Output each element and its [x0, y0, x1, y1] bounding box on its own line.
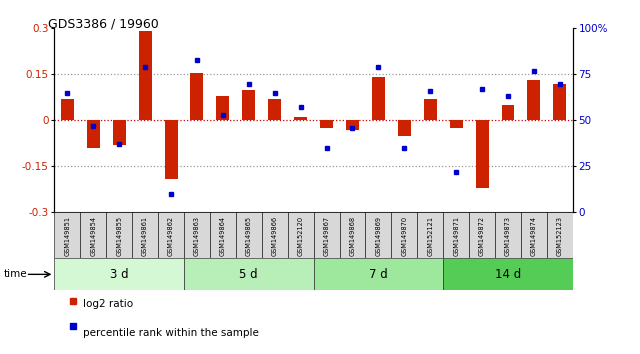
Bar — [398, 120, 411, 136]
Text: 3 d: 3 d — [110, 268, 129, 281]
Bar — [392, 212, 417, 258]
Bar — [346, 120, 359, 130]
Bar — [164, 120, 177, 179]
Bar — [424, 99, 436, 120]
Bar — [476, 120, 488, 188]
Bar — [444, 212, 469, 258]
Text: GSM149867: GSM149867 — [324, 216, 330, 256]
Bar — [547, 212, 573, 258]
Bar — [502, 105, 515, 120]
Text: log2 ratio: log2 ratio — [83, 299, 133, 309]
Text: GSM149874: GSM149874 — [531, 216, 537, 256]
Bar — [243, 90, 255, 120]
Bar — [61, 99, 74, 120]
Bar — [262, 212, 288, 258]
Bar — [132, 212, 158, 258]
Bar — [106, 212, 132, 258]
Text: GSM149868: GSM149868 — [349, 216, 355, 256]
Bar — [184, 212, 210, 258]
Bar — [158, 212, 184, 258]
Text: GSM152123: GSM152123 — [557, 216, 563, 256]
Bar — [372, 78, 385, 120]
Text: GSM149864: GSM149864 — [220, 216, 226, 256]
Bar — [216, 96, 229, 120]
Text: GSM149861: GSM149861 — [142, 216, 148, 256]
Text: GSM149855: GSM149855 — [116, 216, 122, 256]
Bar — [184, 258, 314, 290]
Bar — [320, 120, 333, 128]
Bar — [417, 212, 444, 258]
Text: 5 d: 5 d — [239, 268, 258, 281]
Bar — [268, 99, 281, 120]
Text: GSM149871: GSM149871 — [453, 216, 459, 256]
Text: percentile rank within the sample: percentile rank within the sample — [83, 328, 259, 338]
Bar — [340, 212, 365, 258]
Bar — [54, 258, 184, 290]
Text: GSM149873: GSM149873 — [505, 216, 511, 256]
Bar — [87, 120, 100, 148]
Text: GSM149866: GSM149866 — [272, 216, 278, 256]
Bar — [521, 212, 547, 258]
Text: 7 d: 7 d — [369, 268, 388, 281]
Bar — [210, 212, 236, 258]
Bar — [113, 120, 125, 145]
Bar — [139, 32, 152, 120]
Bar — [314, 258, 444, 290]
Text: GSM149854: GSM149854 — [90, 216, 96, 256]
Text: GSM149862: GSM149862 — [168, 216, 174, 256]
Bar — [294, 117, 307, 120]
Text: GSM149851: GSM149851 — [65, 216, 70, 256]
Text: GDS3386 / 19960: GDS3386 / 19960 — [48, 18, 159, 31]
Bar — [236, 212, 262, 258]
Bar — [365, 212, 392, 258]
Bar — [314, 212, 340, 258]
Bar — [191, 73, 204, 120]
Bar — [54, 212, 81, 258]
Text: GSM152120: GSM152120 — [298, 216, 303, 256]
Text: GSM149863: GSM149863 — [194, 216, 200, 256]
Bar — [554, 84, 566, 120]
Bar — [527, 80, 540, 120]
Bar — [444, 258, 573, 290]
Bar — [81, 212, 106, 258]
Text: GSM149872: GSM149872 — [479, 216, 485, 256]
Bar — [469, 212, 495, 258]
Bar — [450, 120, 463, 128]
Bar — [288, 212, 314, 258]
Text: GSM149865: GSM149865 — [246, 216, 252, 256]
Text: time: time — [3, 269, 27, 279]
Text: GSM149869: GSM149869 — [376, 216, 381, 256]
Bar — [495, 212, 521, 258]
Text: GSM149870: GSM149870 — [401, 216, 407, 256]
Text: 14 d: 14 d — [495, 268, 521, 281]
Text: GSM152121: GSM152121 — [428, 216, 433, 256]
